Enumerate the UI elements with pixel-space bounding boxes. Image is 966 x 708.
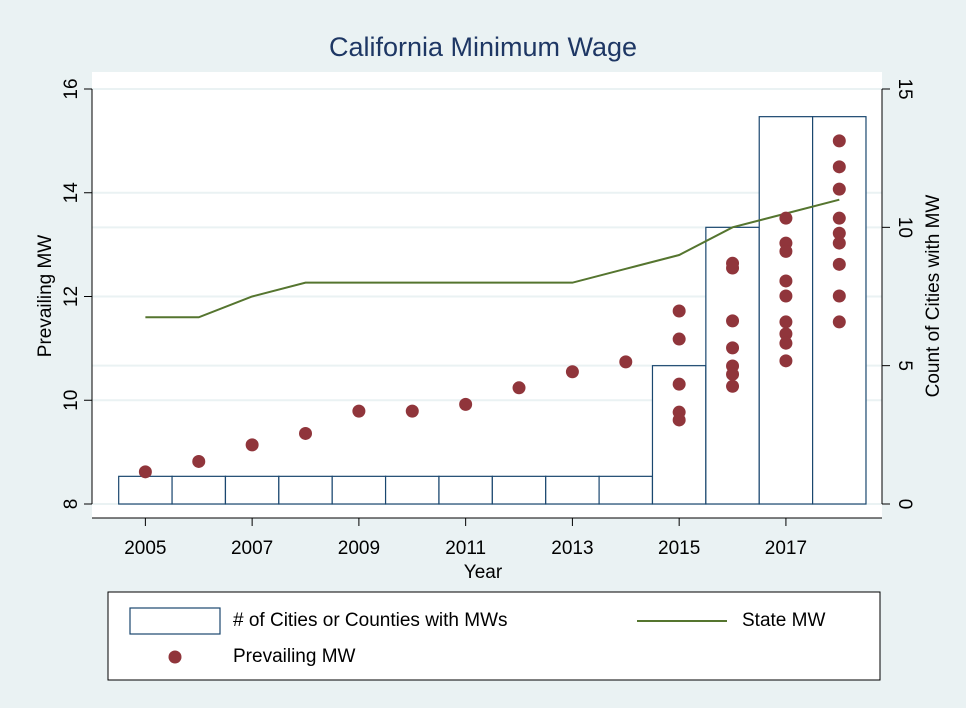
bar	[758, 116, 814, 505]
point	[832, 257, 846, 271]
point	[832, 236, 846, 250]
legend-swatch	[168, 650, 182, 664]
x-tick-label: 2013	[551, 538, 593, 559]
point	[138, 465, 152, 479]
y-axis-title: Prevailing MW	[35, 235, 56, 358]
x-tick-label: 2017	[765, 538, 807, 559]
point	[299, 426, 313, 440]
point	[726, 261, 740, 275]
point	[726, 367, 740, 381]
bar	[812, 116, 867, 505]
point	[832, 134, 846, 148]
x-tick-label: 2009	[338, 538, 380, 559]
chart-title: California Minimum Wage	[329, 32, 637, 62]
bar	[491, 475, 547, 505]
y-tick-label: 14	[61, 182, 82, 204]
bar	[331, 475, 387, 505]
point	[779, 327, 793, 341]
y2-tick-label: 0	[894, 499, 915, 510]
point	[832, 182, 846, 196]
point	[352, 404, 366, 418]
point	[726, 341, 740, 355]
bar	[171, 475, 227, 505]
bar	[384, 475, 440, 505]
point	[672, 304, 686, 318]
x-tick-label: 2007	[231, 538, 273, 559]
y2-tick-label: 5	[894, 360, 915, 371]
y-tick-label: 8	[61, 499, 82, 510]
point	[405, 404, 419, 418]
point	[619, 355, 633, 369]
y2-tick-label: 15	[894, 78, 915, 99]
y2-tick-label: 10	[894, 217, 915, 238]
point	[672, 332, 686, 346]
legend-swatch	[129, 607, 221, 635]
bar	[118, 475, 173, 505]
x-tick-label: 2011	[445, 538, 486, 559]
point	[779, 315, 793, 329]
point	[779, 211, 793, 225]
point	[672, 413, 686, 427]
bar	[598, 475, 654, 505]
point	[832, 289, 846, 303]
point	[726, 379, 740, 393]
point	[245, 438, 259, 452]
bar	[278, 475, 333, 505]
legend	[107, 591, 881, 681]
x-tick-label: 2015	[658, 538, 700, 559]
x-axis-title: Year	[464, 562, 503, 583]
point	[779, 336, 793, 350]
x-tick-label: 2005	[124, 538, 166, 559]
bar	[224, 475, 280, 505]
line	[145, 198, 840, 319]
point	[672, 377, 686, 391]
bar	[545, 475, 600, 505]
point	[832, 315, 846, 329]
legend-label: # of Cities or Counties with MWs	[233, 610, 508, 631]
point	[832, 226, 846, 240]
point	[779, 289, 793, 303]
point	[779, 354, 793, 368]
point	[192, 454, 206, 468]
legend-label: State MW	[742, 610, 825, 631]
point	[779, 244, 793, 258]
point	[832, 211, 846, 225]
y-tick-label: 16	[61, 78, 82, 99]
y-tick-label: 10	[61, 390, 82, 411]
point	[459, 397, 473, 411]
point	[565, 365, 579, 379]
bar	[438, 475, 493, 505]
y-tick-label: 12	[61, 286, 82, 307]
point	[779, 274, 793, 288]
point	[832, 160, 846, 174]
point	[726, 314, 740, 328]
y2-axis-title: Count of Cities with MW	[923, 195, 944, 398]
legend-label: Prevailing MW	[233, 646, 356, 667]
point	[512, 381, 526, 395]
